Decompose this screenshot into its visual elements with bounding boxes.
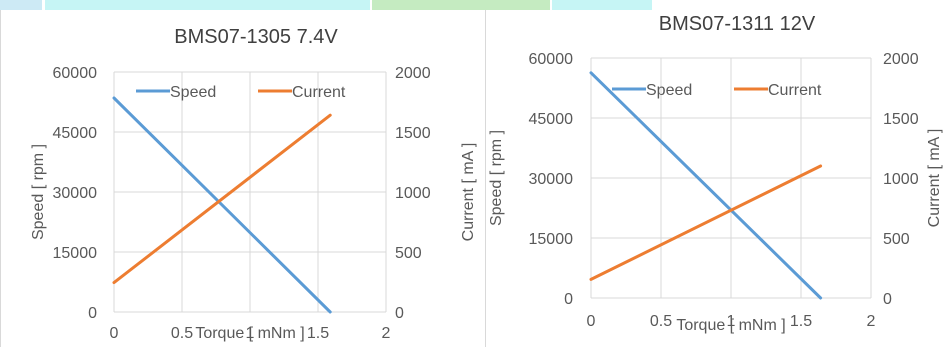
y2-tick-label: 1500 (395, 125, 431, 142)
y2-axis-label: Current [ mA ] (926, 129, 943, 228)
x-tick-label: 1 (246, 325, 255, 342)
y-tick-label: 15000 (53, 245, 98, 262)
x-tick-label: 0 (587, 313, 596, 330)
y2-tick-label: 0 (883, 291, 892, 308)
y-axis-label: Speed [ rpm ] (488, 130, 505, 226)
legend-label-speed: Speed (646, 82, 692, 99)
chart-panel-right: BMS07-1311 12V 0 15000 30000 45000 60000 0 500 1… (487, 10, 949, 347)
x-tick-label: 1.5 (790, 313, 812, 330)
y-tick-label: 0 (564, 291, 573, 308)
y2-tick-label: 1500 (883, 111, 919, 128)
y2-axis-label: Current [ mA ] (460, 143, 477, 242)
series-line-speed (589, 71, 823, 300)
x-tick-label: 1 (727, 313, 736, 330)
strip-segment-b (45, 0, 370, 10)
y2-tick-label: 500 (883, 231, 910, 248)
y2-tick-label: 1000 (883, 171, 919, 188)
x-tick-label: 1.5 (307, 325, 329, 342)
y-tick-label: 15000 (529, 231, 574, 248)
y-tick-label: 30000 (529, 171, 574, 188)
series-line-current (589, 164, 823, 281)
x-axis-label: Torque [ mNm ] (195, 325, 304, 342)
chart-bms07-1305: BMS07-1305 7.4V0150003000045000600000500… (30, 26, 477, 342)
y-axis-label: Speed [ rpm ] (30, 144, 47, 240)
y-tick-label: 60000 (53, 65, 98, 82)
y2-tick-label: 1000 (395, 185, 431, 202)
strip-segment-d (552, 0, 652, 10)
top-color-strip (0, 0, 949, 10)
x-tick-label: 0 (110, 325, 119, 342)
chart-title: BMS07-1305 7.4V (174, 26, 338, 48)
x-tick-label: 0.5 (171, 325, 193, 342)
chart-panel-left: BMS07-1305 7.4V 0 15000 30000 45000 60000 0 500… (0, 10, 486, 347)
y-tick-label: 45000 (529, 111, 574, 128)
chart-bms07-1311: BMS07-1311 12V01500030000450006000005001… (488, 13, 943, 334)
strip-segment-c (372, 0, 550, 10)
y2-tick-label: 0 (395, 305, 404, 322)
y-tick-label: 60000 (529, 51, 574, 68)
series-line-current (112, 113, 332, 285)
x-tick-label: 0.5 (650, 313, 672, 330)
x-tick-label: 2 (382, 325, 391, 342)
legend-label-speed: Speed (170, 84, 216, 101)
x-axis-label: Torque [ mNm ] (676, 317, 785, 334)
y-tick-label: 45000 (53, 125, 98, 142)
y2-tick-label: 2000 (395, 65, 431, 82)
y-tick-label: 30000 (53, 185, 98, 202)
legend-label-current: Current (768, 82, 822, 99)
x-tick-label: 2 (867, 313, 876, 330)
strip-segment-a (0, 0, 42, 10)
series-line-speed (112, 96, 332, 314)
y2-tick-label: 500 (395, 245, 422, 262)
y2-tick-label: 2000 (883, 51, 919, 68)
legend-label-current: Current (292, 84, 346, 101)
chart-title: BMS07-1311 12V (659, 13, 816, 35)
y-tick-label: 0 (88, 305, 97, 322)
